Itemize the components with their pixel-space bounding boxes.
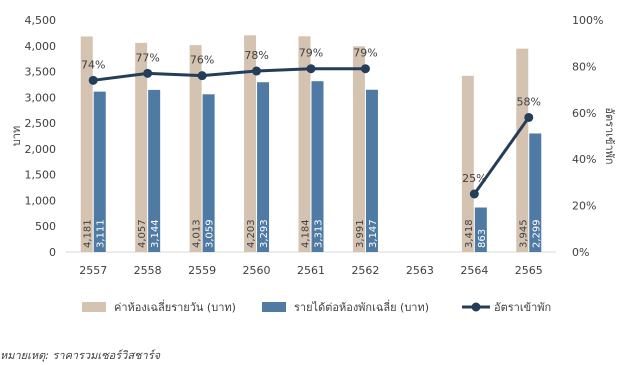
occupancy-point xyxy=(88,75,98,85)
y-tick-label: 3,000 xyxy=(25,91,57,104)
bar xyxy=(352,46,365,253)
bar-data-label: 3,313 xyxy=(314,219,325,248)
line-series: 74% 77% 76% 78% 79% 79% 25% 58% xyxy=(81,47,541,199)
occupancy-point xyxy=(524,112,534,122)
y-tick-label: 2,500 xyxy=(25,117,57,130)
x-tick-label: 2561 xyxy=(297,264,325,277)
bar xyxy=(298,36,311,252)
bar xyxy=(474,207,487,252)
occupancy-line xyxy=(93,67,366,82)
x-tick-label: 2557 xyxy=(79,264,107,277)
bar-data-label: 3,945 xyxy=(518,219,529,248)
bar-data-label: 3,111 xyxy=(96,219,107,248)
y2-tick-label: 0% xyxy=(572,246,589,259)
occupancy-data-label: 79% xyxy=(299,47,323,60)
bar xyxy=(516,48,529,252)
y-tick-label: 3,500 xyxy=(25,66,57,79)
y2-tick-label: 20% xyxy=(572,200,596,213)
bar-data-label: 863 xyxy=(477,229,488,248)
bar-data-label: 3,144 xyxy=(150,219,161,248)
bar-data-label: 3,059 xyxy=(205,219,216,248)
y2-axis-title: อัตราเข้าพัก xyxy=(603,107,616,164)
chart-svg: 0 500 1,000 1,500 2,000 2,500 3,000 3,500 4,000 4… xyxy=(10,14,616,314)
x-tick-label: 2564 xyxy=(460,264,488,277)
y-tick-label: 1,000 xyxy=(25,194,57,207)
bar xyxy=(148,89,161,252)
y-tick-label: 0 xyxy=(49,246,56,259)
occupancy-point xyxy=(143,68,153,78)
occupancy-data-label: 74% xyxy=(81,58,105,71)
occupancy-point xyxy=(197,71,207,81)
footnote: หมายเหตุ: ราคารวมเซอร์วิสชาร์จ xyxy=(0,349,161,362)
occupancy-point xyxy=(360,64,370,74)
bar-data-label: 3,147 xyxy=(368,219,379,248)
x-tick-label: 2558 xyxy=(134,264,162,277)
legend-swatch xyxy=(262,302,286,312)
legend-label: ค่าห้องเฉลี่ยรายวัน (บาท) xyxy=(114,299,236,314)
bar xyxy=(244,35,257,253)
legend-label: อัตราเข้าพัก xyxy=(494,301,551,314)
x-tick-label: 2563 xyxy=(406,264,434,277)
y2-tick-label: 60% xyxy=(572,107,596,120)
occupancy-point xyxy=(306,64,316,74)
bar-data-label: 2,299 xyxy=(531,219,542,248)
y-tick-label: 2,000 xyxy=(25,143,57,156)
y2-tick-label: 40% xyxy=(572,153,596,166)
occupancy-data-label: 77% xyxy=(135,51,159,64)
bar xyxy=(93,91,106,253)
y-tick-label: 4,000 xyxy=(25,40,57,53)
bar-data-label: 4,013 xyxy=(192,219,203,248)
x-tick-label: 2565 xyxy=(515,264,543,277)
occupancy-line xyxy=(473,116,531,195)
y2-tick-label: 80% xyxy=(572,60,596,73)
bar xyxy=(202,94,215,252)
y-tick-label: 4,500 xyxy=(25,14,57,27)
bar-marks: 4,181 4,057 4,013 4,203 4,184 3,991 3,418 3,945… xyxy=(80,35,542,253)
occupancy-point xyxy=(469,189,479,199)
bar xyxy=(135,42,148,252)
occupancy-data-label: 58% xyxy=(517,95,541,108)
bar xyxy=(529,133,542,252)
x-tick-label: 2560 xyxy=(243,264,271,277)
bar xyxy=(257,82,270,252)
bar-data-label: 4,057 xyxy=(137,219,148,248)
bar-data-label: 4,181 xyxy=(83,219,94,248)
occupancy-data-label: 76% xyxy=(190,54,214,67)
x-tick-label: 2562 xyxy=(351,264,379,277)
x-tick-label: 2559 xyxy=(188,264,216,277)
y2-tick-label: 100% xyxy=(572,14,603,27)
legend-swatch xyxy=(82,302,106,312)
bar xyxy=(365,89,378,252)
y2-axis-ticks: 0% 20% 40% 60% 80% 100% xyxy=(572,14,603,259)
bar-data-label: 3,418 xyxy=(464,219,475,248)
x-axis-ticks: 2557 2558 2559 2560 2561 2562 2563 2564 2565 xyxy=(79,264,543,277)
y-tick-label: 1,500 xyxy=(25,169,57,182)
legend-marker xyxy=(471,302,481,312)
bar-data-label: 3,293 xyxy=(259,219,270,248)
bar-data-label: 4,184 xyxy=(301,219,312,248)
occupancy-data-label: 79% xyxy=(353,47,377,60)
occupancy-data-label: 25% xyxy=(462,172,486,185)
bar-data-label: 4,203 xyxy=(246,219,257,248)
bar xyxy=(461,75,474,252)
bar-data-label: 3,991 xyxy=(355,219,366,248)
legend: ค่าห้องเฉลี่ยรายวัน (บาท) รายได้ต่อห้องพั… xyxy=(82,299,551,314)
occupancy-point xyxy=(252,66,262,76)
occupancy-data-label: 78% xyxy=(244,49,268,62)
legend-label: รายได้ต่อห้องพักเฉลี่ย (บาท) xyxy=(294,299,429,314)
y-axis-title: บาท xyxy=(10,126,23,146)
y-tick-label: 500 xyxy=(35,220,56,233)
bar xyxy=(311,81,324,252)
bar xyxy=(189,45,202,252)
y-axis-ticks: 0 500 1,000 1,500 2,000 2,500 3,000 3,500 4,000 4… xyxy=(25,14,57,259)
bar xyxy=(80,36,93,252)
